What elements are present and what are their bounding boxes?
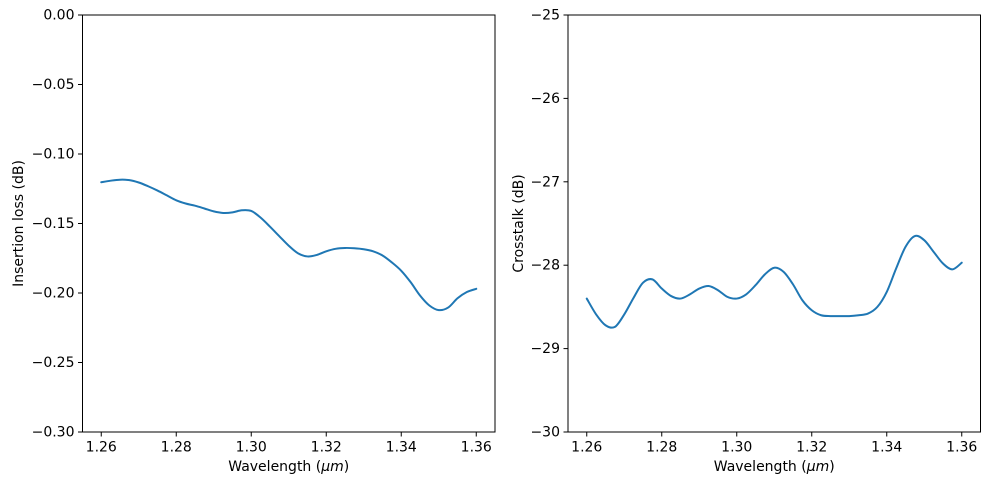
insertion-loss-line [100,178,478,312]
crosstalk-y-axis-label: Crosstalk (dB) [511,174,527,272]
crosstalk-y-tick-label: −25 [530,8,560,24]
insertion-loss-y-tick-label: −0.30 [32,425,75,441]
crosstalk-y-tick-label: −28 [530,258,560,274]
insertion-loss-y-tick-label: −0.15 [32,216,75,232]
insertion-loss-plot-box [82,14,496,433]
insertion-loss-y-axis-label: Insertion loss (dB) [11,160,27,287]
insertion-loss-y-tick-label: 0.00 [43,8,74,24]
crosstalk-y-tick-label: −27 [530,174,560,190]
insertion-loss-x-tick-label: 1.34 [386,440,417,456]
crosstalk-x-tick-label: 1.28 [646,440,677,456]
crosstalk-x-tick-label: 1.30 [721,440,752,456]
insertion-loss-y-tick-label: −0.20 [32,286,75,302]
insertion-loss-y-tick-label: −0.05 [32,77,75,93]
insertion-loss-x-tick-label: 1.30 [236,440,267,456]
crosstalk-subplot: 1.26 1.28 1.30 1.32 1.34 1.36 −25 −26 −27 −28 −29 −… [511,8,981,475]
insertion-loss-x-tick-label: 1.36 [461,440,492,456]
insertion-loss-x-axis-label: Wavelength (μm) [228,459,349,475]
crosstalk-x-tick-label: 1.26 [571,440,602,456]
insertion-loss-y-tick-label: −0.10 [32,147,75,163]
crosstalk-y-tick-label: −29 [530,341,560,357]
insertion-loss-subplot: 1.26 1.28 1.30 1.32 1.34 1.36 0.00 −0.05 −0.10 −0… [11,8,496,475]
crosstalk-y-tick-label: −26 [530,91,560,107]
insertion-loss-x-tick-label: 1.26 [86,440,117,456]
crosstalk-line [585,234,963,329]
insertion-loss-x-tick-label: 1.28 [161,440,192,456]
insertion-loss-y-tick-label: −0.25 [32,355,75,371]
crosstalk-x-tick-label: 1.32 [796,440,827,456]
insertion-loss-x-tick-label: 1.32 [311,440,342,456]
crosstalk-x-tick-label: 1.36 [946,440,977,456]
crosstalk-y-tick-label: −30 [530,425,560,441]
crosstalk-x-axis-label: Wavelength (μm) [714,459,835,475]
crosstalk-x-tick-label: 1.34 [871,440,902,456]
crosstalk-plot-box [567,14,981,433]
